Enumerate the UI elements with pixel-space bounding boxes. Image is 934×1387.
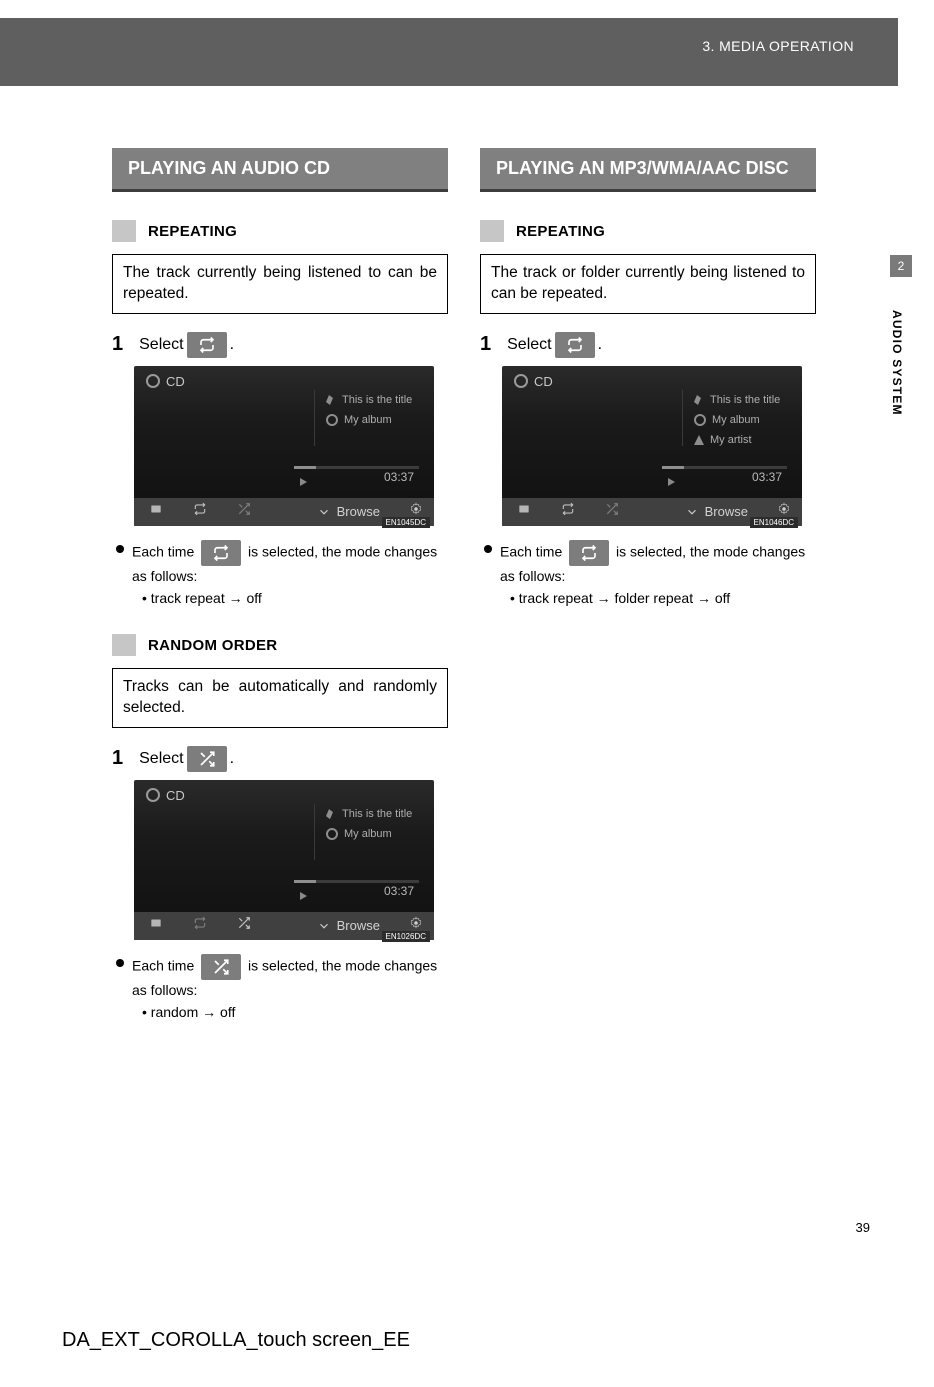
chapter-title: AUDIO SYSTEM: [890, 310, 904, 416]
shot-divider: [314, 804, 315, 860]
note-text-a: Each time: [500, 544, 562, 560]
note: Each time is selected, the mode changes …: [112, 540, 448, 586]
step-text: Select: [507, 336, 551, 354]
subsection-random: RANDOM ORDER: [112, 634, 448, 656]
shot-track-title: This is the title: [326, 808, 412, 820]
note-text-a: Each time: [132, 958, 194, 974]
shot-time: 03:37: [384, 470, 414, 484]
repeat-icon[interactable]: [569, 540, 609, 566]
repeat-icon[interactable]: [201, 540, 241, 566]
screenshot-id: EN1046DC: [750, 517, 798, 528]
shot-time: 03:37: [752, 470, 782, 484]
shot-cd-label: CD: [146, 788, 185, 803]
chapter-side-tab: 2 AUDIO SYSTEM: [890, 255, 912, 455]
note: Each time is selected, the mode changes …: [112, 954, 448, 1000]
step-1: 1 Select .: [480, 332, 816, 358]
header-breadcrumb: 3. MEDIA OPERATION: [702, 38, 854, 54]
subsection-title: REPEATING: [148, 223, 237, 240]
play-icon: [300, 892, 307, 900]
step-text: Select: [139, 336, 183, 354]
shot-album: My album: [326, 414, 392, 426]
step-text-end: .: [598, 336, 602, 354]
subsection-title: REPEATING: [516, 223, 605, 240]
repeat-icon: [178, 502, 222, 521]
source-icon: [134, 916, 178, 935]
section-bar-audio-cd: PLAYING AN AUDIO CD: [112, 148, 448, 192]
note-text-a: Each time: [132, 544, 194, 560]
subsection-title: RANDOM ORDER: [148, 637, 277, 654]
info-box: The track currently being listened to ca…: [112, 254, 448, 314]
screenshot-cd-repeat: CD This is the title My album 03:37 Brow…: [134, 366, 434, 526]
note-sub: • track repeat → folder repeat → off: [510, 590, 816, 606]
info-box: The track or folder currently being list…: [480, 254, 816, 314]
repeat-icon: [546, 502, 590, 521]
note-sub: • track repeat → off: [142, 590, 448, 606]
shot-artist: My artist: [694, 434, 752, 446]
step-number: 1: [480, 333, 491, 356]
subsection-marker: [112, 634, 136, 656]
bullet-icon: [116, 959, 124, 967]
step-number: 1: [112, 747, 123, 770]
shot-divider: [682, 390, 683, 446]
source-icon: [134, 502, 178, 521]
subsection-marker: [112, 220, 136, 242]
shuffle-icon: [222, 502, 266, 521]
repeat-icon[interactable]: [187, 332, 227, 358]
shot-progress: [294, 880, 419, 883]
shot-track-title: This is the title: [326, 394, 412, 406]
note-sub: • random → off: [142, 1004, 448, 1020]
repeat-icon: [178, 916, 222, 935]
bullet-icon: [116, 545, 124, 553]
subsection-repeating: REPEATING: [112, 220, 448, 242]
step-text-end: .: [230, 750, 234, 768]
shot-cd-label: CD: [146, 374, 185, 389]
shot-cd-label: CD: [514, 374, 553, 389]
step-text-end: .: [230, 336, 234, 354]
shot-track-title: This is the title: [694, 394, 780, 406]
step-1: 1 Select .: [112, 746, 448, 772]
subsection-marker: [480, 220, 504, 242]
document-id: DA_EXT_COROLLA_touch screen_EE: [62, 1329, 410, 1352]
info-box: Tracks can be automatically and randomly…: [112, 668, 448, 728]
shot-divider: [314, 390, 315, 446]
play-icon: [668, 478, 675, 486]
shuffle-icon[interactable]: [187, 746, 227, 772]
shuffle-icon: [222, 916, 266, 935]
shot-progress: [662, 466, 787, 469]
step-number: 1: [112, 333, 123, 356]
shot-album: My album: [326, 828, 392, 840]
source-icon: [502, 502, 546, 521]
header-band: 3. MEDIA OPERATION: [0, 18, 898, 86]
subsection-repeating: REPEATING: [480, 220, 816, 242]
shuffle-icon: [590, 502, 634, 521]
screenshot-id: EN1026DC: [382, 931, 430, 942]
screenshot-cd-random: CD This is the title My album 03:37 Brow…: [134, 780, 434, 940]
section-bar-mp3: PLAYING AN MP3/WMA/AAC DISC: [480, 148, 816, 192]
step-text: Select: [139, 750, 183, 768]
chapter-number: 2: [890, 255, 912, 277]
note: Each time is selected, the mode changes …: [480, 540, 816, 586]
play-icon: [300, 478, 307, 486]
step-1: 1 Select .: [112, 332, 448, 358]
screenshot-mp3-repeat: CD This is the title My album My artist …: [502, 366, 802, 526]
shot-progress: [294, 466, 419, 469]
shuffle-icon[interactable]: [201, 954, 241, 980]
repeat-icon[interactable]: [555, 332, 595, 358]
page-number: 39: [856, 1220, 870, 1235]
shot-album: My album: [694, 414, 760, 426]
shot-time: 03:37: [384, 884, 414, 898]
screenshot-id: EN1045DC: [382, 517, 430, 528]
bullet-icon: [484, 545, 492, 553]
